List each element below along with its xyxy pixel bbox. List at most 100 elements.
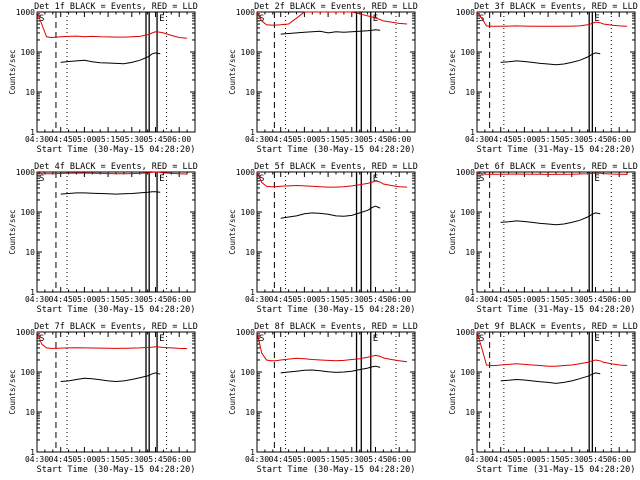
x-tick-label: 05:30	[340, 455, 364, 464]
y-tick-label: 100	[241, 368, 256, 377]
x-tick-label: 05:15	[316, 455, 340, 464]
x-tick-label: 04:45	[49, 295, 73, 304]
x-tick-label: 04:30	[25, 455, 49, 464]
panel-title: Det 7f BLACK = Events, RED = LLD	[34, 322, 198, 332]
x-tick-label: 04:30	[25, 135, 49, 144]
x-tick-label: 04:30	[465, 135, 489, 144]
series-line-lld	[476, 331, 628, 367]
series-line-lld	[256, 331, 408, 363]
y-axis-label: Counts/sec	[448, 209, 457, 254]
detector-panel-3: Det 3f BLACK = Events, RED = LLD 1 10 100 10…	[448, 2, 638, 155]
x-tick-label: 04:45	[49, 135, 73, 144]
x-tick-label: 05:00	[72, 135, 96, 144]
x-axis-label: Start Time (30-May-15 04:28:20)	[37, 305, 196, 315]
x-tick-label: 05:15	[536, 295, 560, 304]
y-tick-label: 1	[250, 448, 255, 457]
x-tick-label: 05:15	[536, 455, 560, 464]
x-tick-label: 05:00	[292, 295, 316, 304]
x-tick-label: 05:00	[292, 135, 316, 144]
detector-panel-4: Det 4f BLACK = Events, RED = LLD 1 10 100 10…	[8, 162, 198, 315]
x-tick-label: 05:15	[536, 135, 560, 144]
x-tick-label: 05:45	[583, 135, 607, 144]
x-tick-label: 05:30	[120, 295, 144, 304]
panel-title: Det 8f BLACK = Events, RED = LLD	[254, 322, 418, 332]
start-marker: S	[259, 334, 264, 344]
end-marker: E	[373, 14, 378, 24]
y-tick-label: 1	[470, 448, 475, 457]
y-tick-label: 1000	[456, 168, 475, 177]
end-marker: E	[594, 174, 599, 184]
y-tick-label: 1	[250, 128, 255, 137]
series-line-events	[280, 29, 381, 35]
y-tick-label: 100	[21, 368, 36, 377]
series-line-events	[280, 365, 381, 374]
start-marker: S	[479, 334, 484, 344]
x-tick-label: 05:00	[512, 295, 536, 304]
panel-title: Det 6f BLACK = Events, RED = LLD	[474, 162, 638, 172]
x-tick-label: 06:00	[387, 295, 411, 304]
plot-frame	[36, 11, 196, 133]
y-tick-label: 10	[25, 88, 35, 97]
x-tick-label: 05:30	[340, 135, 364, 144]
x-tick-label: 05:15	[96, 135, 120, 144]
y-axis-label: Counts/sec	[448, 49, 457, 94]
y-tick-label: 1000	[16, 168, 35, 177]
x-tick-label: 05:00	[292, 455, 316, 464]
x-tick-label: 04:45	[489, 295, 513, 304]
y-tick-label: 1	[30, 448, 35, 457]
x-tick-label: 04:30	[245, 135, 269, 144]
x-tick-label: 04:45	[489, 135, 513, 144]
x-tick-label: 05:00	[512, 135, 536, 144]
series-line-lld	[476, 171, 628, 175]
detector-panel-8: Det 8f BLACK = Events, RED = LLD 1 10 100 10…	[228, 322, 418, 475]
y-tick-label: 100	[461, 368, 476, 377]
end-marker: E	[594, 334, 599, 344]
x-tick-label: 06:00	[607, 295, 631, 304]
y-axis-label: Counts/sec	[8, 209, 17, 254]
y-tick-label: 100	[241, 48, 256, 57]
detector-panel-9: Det 9f BLACK = Events, RED = LLD 1 10 100 10…	[448, 322, 638, 475]
x-tick-label: 05:45	[143, 295, 167, 304]
x-tick-label: 05:15	[96, 455, 120, 464]
y-tick-label: 1000	[456, 328, 475, 337]
detector-panel-7: Det 7f BLACK = Events, RED = LLD 1 10 100 10…	[8, 322, 198, 475]
y-tick-label: 1000	[456, 8, 475, 17]
x-tick-label: 05:45	[143, 455, 167, 464]
series-line-lld	[36, 11, 188, 39]
start-marker: S	[39, 174, 44, 184]
x-tick-label: 05:30	[120, 135, 144, 144]
x-tick-label: 05:00	[72, 295, 96, 304]
x-tick-label: 04:30	[245, 455, 269, 464]
x-axis-label: Start Time (31-May-15 04:28:20)	[477, 305, 636, 315]
x-tick-label: 05:30	[560, 135, 584, 144]
x-tick-label: 05:00	[72, 455, 96, 464]
y-tick-label: 1	[30, 288, 35, 297]
x-tick-label: 04:30	[245, 295, 269, 304]
start-marker: S	[39, 14, 44, 24]
series-line-lld	[256, 11, 408, 26]
panel-title: Det 2f BLACK = Events, RED = LLD	[254, 2, 418, 12]
y-tick-label: 10	[25, 408, 35, 417]
x-tick-label: 05:15	[316, 135, 340, 144]
x-tick-label: 04:45	[49, 455, 73, 464]
plot-frame	[256, 331, 416, 453]
detector-panel-1: Det 1f BLACK = Events, RED = LLD 1 10 100 10…	[8, 2, 198, 155]
x-tick-label: 06:00	[167, 295, 191, 304]
x-tick-label: 05:30	[120, 455, 144, 464]
y-tick-label: 1	[470, 288, 475, 297]
end-marker: E	[594, 14, 599, 24]
y-tick-label: 100	[461, 208, 476, 217]
x-tick-label: 05:30	[340, 295, 364, 304]
end-marker: E	[159, 174, 164, 184]
y-tick-label: 1000	[16, 328, 35, 337]
y-axis-label: Counts/sec	[228, 209, 237, 254]
panel-title: Det 3f BLACK = Events, RED = LLD	[474, 2, 638, 12]
x-tick-label: 04:30	[25, 295, 49, 304]
x-axis-label: Start Time (31-May-15 04:28:20)	[477, 145, 636, 155]
detector-panel-5: Det 5f BLACK = Events, RED = LLD 1 10 100 10…	[228, 162, 418, 315]
y-tick-label: 1000	[236, 168, 255, 177]
series-line-events	[500, 52, 601, 66]
x-tick-label: 05:45	[363, 295, 387, 304]
x-tick-label: 05:45	[363, 135, 387, 144]
